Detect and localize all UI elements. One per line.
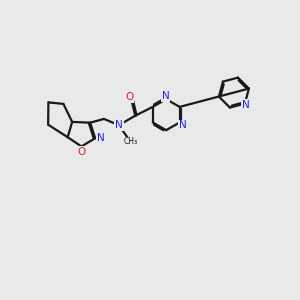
Text: N: N — [179, 120, 187, 130]
Text: N: N — [162, 91, 170, 101]
Text: N: N — [115, 120, 123, 130]
Text: N: N — [97, 133, 104, 142]
Text: O: O — [125, 92, 133, 102]
Text: CH₃: CH₃ — [123, 137, 137, 146]
Text: O: O — [77, 147, 86, 157]
Text: N: N — [242, 100, 250, 110]
